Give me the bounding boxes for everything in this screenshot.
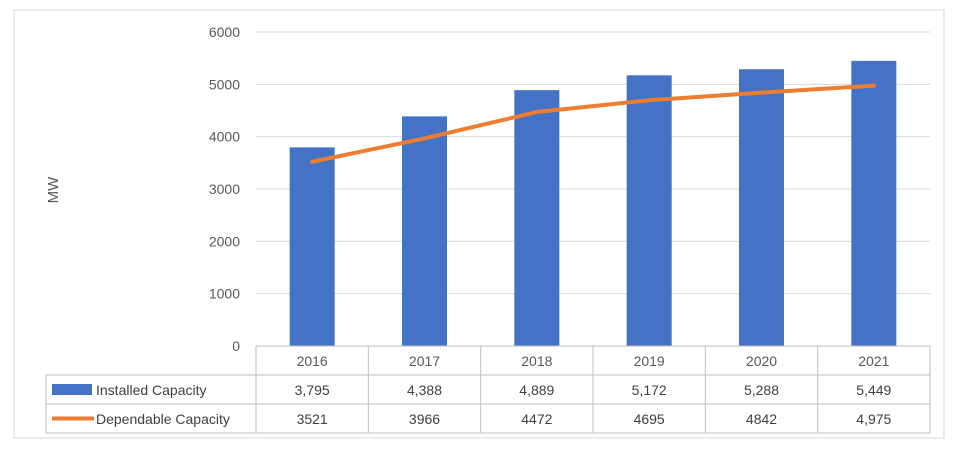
y-tick-label: 3000 (209, 181, 240, 197)
bar-installed-capacity (626, 75, 672, 346)
table-cell-dependable-capacity: 4842 (746, 411, 777, 427)
bar-installed-capacity (402, 116, 447, 347)
table-cell-installed-capacity: 5,172 (632, 382, 667, 398)
table-cell-installed-capacity: 4,388 (407, 382, 442, 398)
data-table: 2016 2017 2018 2019 2020 2021 Installed Capaci… (45, 345, 931, 434)
bar-installed-capacity (514, 90, 560, 346)
bar-installed-capacity (851, 60, 897, 347)
gridlines (256, 31, 930, 295)
table-cell-dependable-capacity: 3966 (409, 411, 440, 427)
y-tick-label: 2000 (209, 233, 240, 249)
line-series (310, 83, 876, 164)
legend-key-installed-capacity (52, 384, 92, 395)
table-cell-installed-capacity: 5,449 (856, 382, 891, 398)
table-cell-installed-capacity: 3,795 (295, 382, 330, 398)
y-axis-title: MW (45, 176, 62, 203)
chart-border (13, 9, 945, 439)
legend-label-installed-capacity: Installed Capacity (96, 382, 207, 398)
y-tick-label: 5000 (209, 76, 240, 92)
legend-label-dependable-capacity: Dependable Capacity (96, 411, 230, 427)
bar-series (289, 60, 897, 347)
y-tick-label: 1000 (209, 286, 240, 302)
x-category-label: 2020 (746, 353, 777, 369)
bar-installed-capacity (739, 69, 784, 347)
x-category-label: 2018 (521, 353, 552, 369)
y-tick-label: 4000 (209, 129, 240, 145)
x-category-label: 2021 (858, 353, 889, 369)
y-tick-label: 0 (232, 338, 240, 354)
line-dependable-capacity (310, 83, 876, 164)
y-tick-label: 6000 (209, 24, 240, 40)
bar-installed-capacity (289, 147, 335, 346)
table-cell-installed-capacity: 5,288 (744, 382, 779, 398)
x-category-label: 2017 (409, 353, 440, 369)
x-category-label: 2019 (634, 353, 665, 369)
table-cell-dependable-capacity: 4695 (634, 411, 665, 427)
table-cell-dependable-capacity: 3521 (297, 411, 328, 427)
table-cell-dependable-capacity: 4,975 (856, 411, 891, 427)
x-category-label: 2016 (297, 353, 328, 369)
table-cell-dependable-capacity: 4472 (521, 411, 552, 427)
table-cell-installed-capacity: 4,889 (519, 382, 554, 398)
y-axis-ticks: 0 1000 2000 3000 4000 5000 6000 (209, 24, 240, 354)
